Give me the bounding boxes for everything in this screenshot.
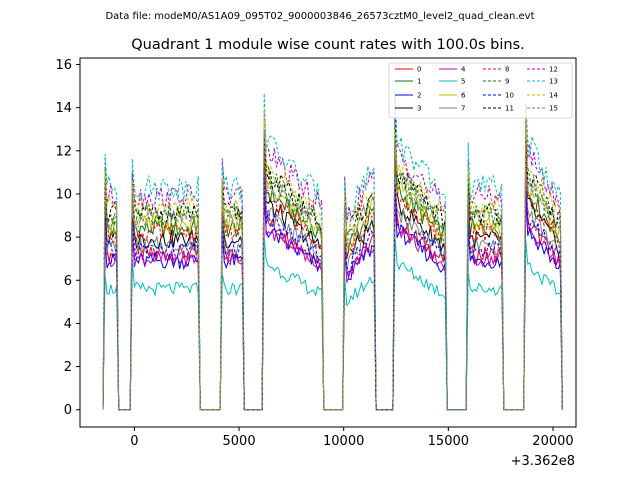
y-tick-label: 14 xyxy=(55,101,72,116)
series-line-1 xyxy=(102,140,563,411)
y-tick-label: 8 xyxy=(64,231,72,246)
y-tick-label: 16 xyxy=(55,58,72,73)
legend-frame xyxy=(388,62,573,119)
legend-label-15: 15 xyxy=(549,105,558,113)
chart-title: Quadrant 1 module wise count rates with … xyxy=(131,37,525,53)
plot-frame xyxy=(79,57,577,428)
y-tick-label: 6 xyxy=(64,274,72,289)
legend-label-5: 5 xyxy=(461,78,465,86)
legend-label-9: 9 xyxy=(505,78,509,86)
series-line-14 xyxy=(102,108,563,411)
x-tick-label: 5000 xyxy=(223,434,256,449)
y-tick-label: 10 xyxy=(55,187,72,202)
series-line-5 xyxy=(102,236,563,411)
x-tick-label: 10000 xyxy=(323,434,364,449)
legend-label-11: 11 xyxy=(505,105,514,113)
plot-lines xyxy=(102,89,563,411)
x-tick-label: 0 xyxy=(130,434,138,449)
legend-label-0: 0 xyxy=(417,66,421,74)
legend-label-6: 6 xyxy=(461,92,466,100)
y-tick-label: 2 xyxy=(64,360,72,375)
legend-label-3: 3 xyxy=(417,105,421,113)
y-tick-label: 0 xyxy=(64,403,72,418)
legend-label-4: 4 xyxy=(461,66,466,74)
legend-label-1: 1 xyxy=(417,78,421,86)
series-line-12 xyxy=(102,92,563,411)
series-line-4 xyxy=(102,187,563,411)
x-offset-label: +3.362e8 xyxy=(511,454,575,469)
y-axis: 0 2 4 6 8 10 12 14 16 xyxy=(55,58,80,418)
series-line-7 xyxy=(102,167,563,411)
legend-label-12: 12 xyxy=(549,66,558,74)
series-line-10 xyxy=(102,170,563,411)
series-line-8 xyxy=(102,144,563,411)
legend-label-10: 10 xyxy=(505,92,514,100)
series-line-13 xyxy=(102,89,563,411)
legend-label-14: 14 xyxy=(549,92,558,100)
series-line-6 xyxy=(102,134,563,411)
series-line-15 xyxy=(102,129,563,411)
y-tick-label: 4 xyxy=(64,317,72,332)
legend-label-8: 8 xyxy=(505,66,509,74)
x-axis: 0 5000 10000 15000 20000 xyxy=(130,427,574,449)
legend-label-13: 13 xyxy=(549,78,558,86)
suptitle: Data file: modeM0/AS1A09_095T02_90000038… xyxy=(105,11,534,22)
legend-label-2: 2 xyxy=(417,92,421,100)
x-tick-label: 20000 xyxy=(532,434,573,449)
x-tick-label: 15000 xyxy=(428,434,469,449)
legend-label-7: 7 xyxy=(461,105,465,113)
y-tick-label: 12 xyxy=(55,144,72,159)
series-line-0 xyxy=(102,179,563,411)
